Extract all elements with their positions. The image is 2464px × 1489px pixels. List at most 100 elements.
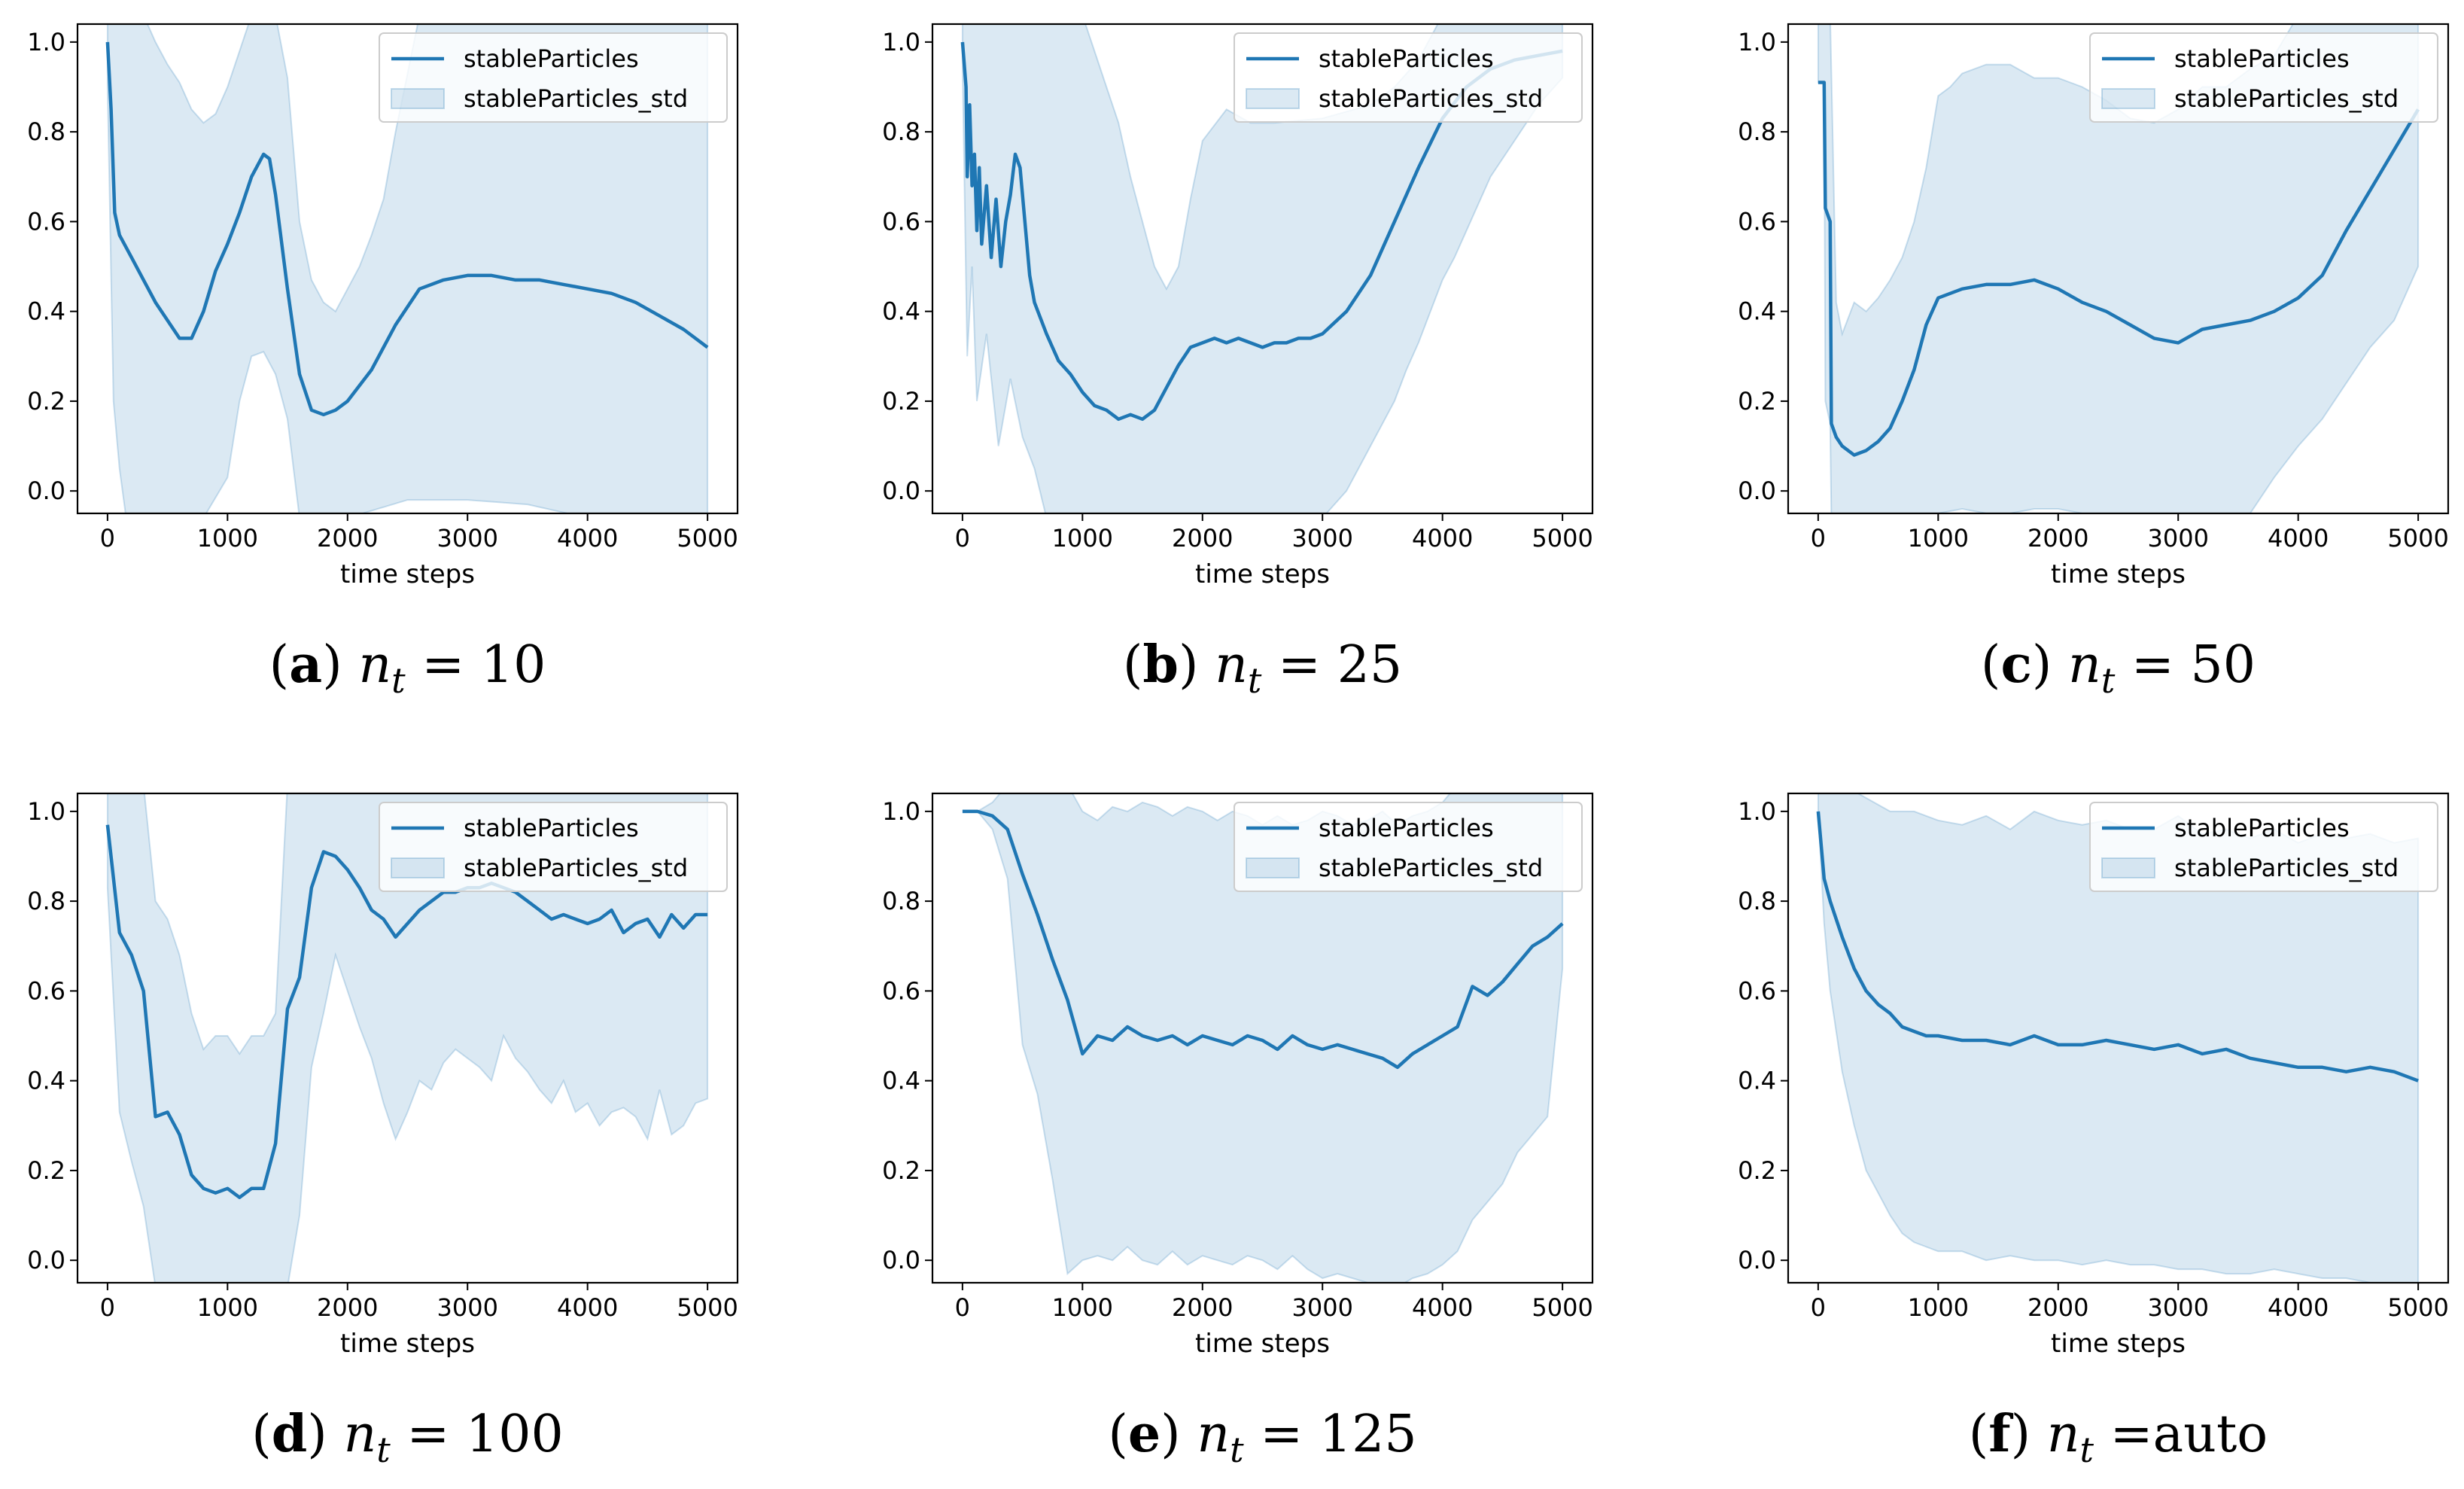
legend-band-swatch bbox=[391, 857, 445, 878]
legend-label-mean: stableParticles bbox=[464, 44, 639, 73]
x-tick-label: 4000 bbox=[2268, 524, 2329, 553]
y-tick-label: 1.0 bbox=[882, 797, 920, 826]
legend-band-swatch bbox=[391, 88, 445, 109]
chart-panel-b: 0 1000 2000 3000 4000 5000 0.0 0.2 0.4 0.6 0.8 1.0 t… bbox=[882, 23, 1594, 701]
x-axis-label: time steps bbox=[340, 1329, 475, 1359]
x-tick-label: 5000 bbox=[2387, 524, 2448, 553]
y-tick-label: 0.2 bbox=[882, 1156, 920, 1185]
x-tick-label: 1000 bbox=[1052, 524, 1113, 553]
y-tick-label: 0.0 bbox=[27, 1246, 65, 1274]
y-tick-label: 0.2 bbox=[882, 387, 920, 416]
legend-box bbox=[379, 32, 728, 123]
y-tick-label: 1.0 bbox=[1738, 797, 1776, 826]
y-tick-label: 0.4 bbox=[1738, 297, 1776, 326]
legend-label-mean: stableParticles bbox=[2174, 814, 2350, 842]
legend-label-std: stableParticles_std bbox=[2174, 84, 2399, 113]
x-tick-label: 0 bbox=[100, 524, 115, 553]
mean-line bbox=[1816, 811, 2419, 1082]
y-tick-label: 0.0 bbox=[1738, 477, 1776, 505]
mean-line bbox=[1818, 81, 2420, 457]
x-tick-label: 5000 bbox=[677, 1293, 738, 1322]
x-tick-label: 2000 bbox=[1172, 524, 1233, 553]
legend-label-std: stableParticles_std bbox=[464, 854, 688, 882]
x-tick-label: 5000 bbox=[2387, 1293, 2448, 1322]
y-tick-label: 0.6 bbox=[27, 976, 65, 1005]
legend-label-mean: stableParticles bbox=[1319, 814, 1494, 842]
x-tick-label: 0 bbox=[955, 524, 970, 553]
y-tick-label: 0.6 bbox=[27, 207, 65, 236]
legend-label-std: stableParticles_std bbox=[1319, 854, 1543, 882]
mean-line bbox=[105, 41, 709, 417]
legend-band-swatch bbox=[1246, 88, 1300, 109]
caption-letter: a bbox=[289, 635, 322, 695]
std-band bbox=[1817, 24, 2420, 513]
x-tick-label: 3000 bbox=[437, 524, 498, 553]
y-tick-label: 0.4 bbox=[27, 1067, 65, 1095]
x-tick-label: 5000 bbox=[1532, 1293, 1592, 1322]
legend-band-swatch bbox=[1246, 857, 1300, 878]
mean-line bbox=[960, 41, 1563, 422]
legend: stableParticles stableParticles_std bbox=[1234, 802, 1583, 892]
std-band bbox=[106, 24, 709, 513]
x-axis-label: time steps bbox=[2051, 559, 2186, 589]
y-tick-label: 0.6 bbox=[882, 207, 920, 236]
x-tick-label: 3000 bbox=[1292, 1293, 1353, 1322]
y-tick-label: 0.4 bbox=[882, 297, 920, 326]
legend-box bbox=[2089, 802, 2438, 892]
chart-panel-f: 0 1000 2000 3000 4000 5000 0.0 0.2 0.4 0.6 0.8 1.0 t… bbox=[1738, 792, 2450, 1470]
x-tick-label: 1000 bbox=[197, 1293, 258, 1322]
axes-frame bbox=[76, 23, 739, 515]
y-tick-label: 0.8 bbox=[882, 117, 920, 146]
x-tick-label: 4000 bbox=[557, 524, 618, 553]
y-tick-label: 1.0 bbox=[1738, 28, 1776, 56]
x-axis-label: time steps bbox=[2051, 1329, 2186, 1359]
mean-line bbox=[962, 809, 1564, 1070]
panel-caption: (b) nt = 25 bbox=[1123, 635, 1402, 701]
y-tick-label: 0.8 bbox=[1738, 887, 1776, 915]
legend-box bbox=[2089, 32, 2438, 123]
caption-value: 125 bbox=[1319, 1405, 1417, 1464]
panel-caption: (f) nt =auto bbox=[1969, 1404, 2268, 1470]
chart-panel-e: 0 1000 2000 3000 4000 5000 0.0 0.2 0.4 0.6 0.8 1.0 t… bbox=[882, 792, 1594, 1470]
x-tick-label: 0 bbox=[1811, 1293, 1826, 1322]
legend-label-std: stableParticles_std bbox=[2174, 854, 2399, 882]
caption-letter: e bbox=[1128, 1404, 1161, 1464]
panel-caption: (d) nt = 100 bbox=[251, 1404, 564, 1470]
caption-letter: d bbox=[272, 1404, 308, 1464]
y-tick-label: 0.0 bbox=[27, 477, 65, 505]
legend: stableParticles stableParticles_std bbox=[1234, 32, 1583, 123]
axes-frame bbox=[931, 792, 1594, 1284]
y-tick-label: 0.2 bbox=[27, 1156, 65, 1185]
x-tick-label: 1000 bbox=[1908, 524, 1969, 553]
y-tick-label: 0.8 bbox=[882, 887, 920, 915]
y-tick-label: 0.4 bbox=[1738, 1067, 1776, 1095]
caption-value: 10 bbox=[481, 635, 546, 695]
legend: stableParticles stableParticles_std bbox=[379, 802, 728, 892]
legend: stableParticles stableParticles_std bbox=[2089, 32, 2438, 123]
y-tick-label: 0.6 bbox=[882, 976, 920, 1005]
x-tick-label: 4000 bbox=[2268, 1293, 2329, 1322]
x-axis-label: time steps bbox=[1195, 1329, 1330, 1359]
std-band bbox=[961, 24, 1564, 513]
legend-label-std: stableParticles_std bbox=[464, 84, 688, 113]
x-tick-label: 3000 bbox=[437, 1293, 498, 1322]
legend: stableParticles stableParticles_std bbox=[379, 32, 728, 123]
caption-letter: c bbox=[2000, 635, 2031, 695]
x-axis-label: time steps bbox=[1195, 559, 1330, 589]
y-tick-label: 1.0 bbox=[27, 797, 65, 826]
legend-label-mean: stableParticles bbox=[2174, 44, 2350, 73]
mean-line bbox=[105, 824, 708, 1199]
chart-panel-c: 0 1000 2000 3000 4000 5000 0.0 0.2 0.4 0.6 0.8 1.0 t… bbox=[1738, 23, 2450, 701]
y-tick-label: 0.0 bbox=[882, 477, 920, 505]
panel-caption: (e) nt = 125 bbox=[1108, 1404, 1416, 1470]
y-tick-label: 0.0 bbox=[882, 1246, 920, 1274]
legend-label-std: stableParticles_std bbox=[1319, 84, 1543, 113]
legend-label-mean: stableParticles bbox=[1319, 44, 1494, 73]
y-tick-label: 0.4 bbox=[882, 1067, 920, 1095]
x-tick-label: 1000 bbox=[197, 524, 258, 553]
y-tick-label: 1.0 bbox=[27, 28, 65, 56]
x-tick-label: 2000 bbox=[1172, 1293, 1233, 1322]
legend-box bbox=[1234, 32, 1583, 123]
caption-letter: f bbox=[1988, 1404, 2013, 1464]
legend-label-mean: stableParticles bbox=[464, 814, 639, 842]
